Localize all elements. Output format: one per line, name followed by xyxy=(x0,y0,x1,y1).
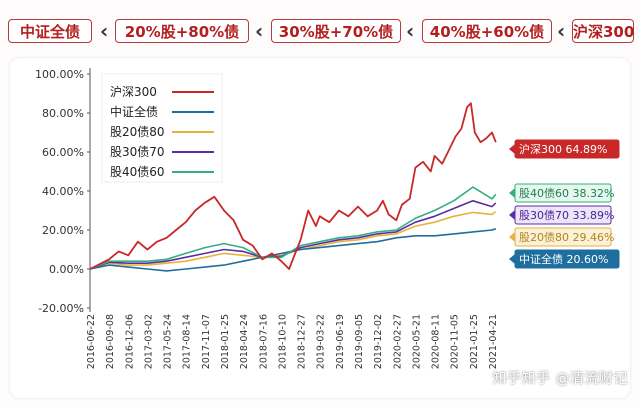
end-labels: 沪深300 64.89% 股40债60 38.32% 股30债70 33.89% 股2… xyxy=(509,139,620,269)
end-label-box-hs300 xyxy=(514,139,620,159)
series-line-s40 xyxy=(89,186,497,270)
end-label-s20: 股20债80 29.46% xyxy=(519,230,614,244)
y-tick-label: 60.00% xyxy=(42,146,84,159)
x-tick-label: 2016-09-08 xyxy=(105,314,116,369)
x-tick-label: 2019-09-05 xyxy=(354,314,365,369)
legend-label-hs300: 沪深300 xyxy=(110,85,157,99)
y-tick-label: -20.00% xyxy=(38,302,84,315)
chart-svg: 100.00% 80.00% 60.00% 40.00% 20.00% 0.00% -20.… xyxy=(35,68,620,369)
x-tick-label: 2018-12-27 xyxy=(297,314,308,369)
tab-30-stock-70-bond[interactable]: 30%股+70%债 xyxy=(271,19,401,43)
x-tick-label: 2019-12-02 xyxy=(373,314,384,369)
end-label-s40: 股40债60 38.32% xyxy=(519,186,614,200)
x-tick-label: 2021-01-25 xyxy=(469,314,480,369)
tab-20-stock-80-bond[interactable]: 20%股+80%债 xyxy=(115,19,249,43)
end-label-pointer-s20 xyxy=(509,232,515,242)
x-tick-label: 2018-04-24 xyxy=(239,314,250,369)
legend-label-bond: 中证全债 xyxy=(110,104,158,119)
end-label-bond: 中证全债 20.60% xyxy=(519,252,608,266)
y-tick-label: 80.00% xyxy=(42,107,84,120)
x-tick-label: 2019-06-19 xyxy=(335,314,346,369)
x-tick-label: 2016-06-22 xyxy=(86,314,97,369)
y-tick-label: 0.00% xyxy=(49,263,84,276)
chart-card: 100.00% 80.00% 60.00% 40.00% 20.00% 0.00% -20.… xyxy=(10,58,630,398)
end-label-s30: 股30债70 33.89% xyxy=(519,208,614,222)
x-tick-label: 2017-11-07 xyxy=(201,314,212,369)
x-tick-label: 2017-03-02 xyxy=(143,314,154,369)
tab-bar: 中证全债 ‹ 20%股+80%债 ‹ 30%股+70%债 ‹ 40%股+60%债… xyxy=(0,10,640,52)
y-axis: 100.00% 80.00% 60.00% 40.00% 20.00% 0.00% -20.… xyxy=(35,68,91,315)
tab-hs300[interactable]: 沪深300 xyxy=(572,19,634,43)
end-label-box-s30 xyxy=(514,205,612,225)
tab-bond-index[interactable]: 中证全债 xyxy=(8,19,92,43)
x-tick-label: 2021-04-21 xyxy=(488,314,499,369)
x-tick-label: 2020-08-11 xyxy=(431,314,442,369)
legend-label-s20: 股20债80 xyxy=(110,125,165,139)
end-label-pointer-s40 xyxy=(509,188,515,198)
x-tick-label: 2020-05-21 xyxy=(411,314,422,369)
tab-40-stock-60-bond[interactable]: 40%股+60%债 xyxy=(422,19,552,43)
x-tick-label: 2017-05-24 xyxy=(163,314,174,369)
y-tick-label: 20.00% xyxy=(42,224,84,237)
x-axis: 2016-06-22 2016-09-08 2016-12-06 2017-03-02… xyxy=(86,314,499,369)
x-tick-label: 2020-02-27 xyxy=(392,314,403,369)
end-label-hs300: 沪深300 64.89% xyxy=(519,142,607,156)
x-tick-label: 2018-10-10 xyxy=(277,314,288,369)
end-label-pointer-bond xyxy=(509,254,515,264)
series-line-s30 xyxy=(89,200,497,270)
y-tick-label: 40.00% xyxy=(42,185,84,198)
x-tick-label: 2019-03-22 xyxy=(316,314,327,369)
chevron-left-icon: ‹ xyxy=(557,19,566,43)
series-line-hs300 xyxy=(89,102,497,270)
end-label-pointer-s30 xyxy=(509,210,515,220)
y-tick-label: 100.00% xyxy=(35,68,84,81)
end-label-box-s40 xyxy=(514,183,612,203)
end-label-box-bond xyxy=(514,249,620,269)
x-tick-label: 2016-12-06 xyxy=(124,314,135,369)
end-label-box-s20 xyxy=(514,227,612,247)
chevron-left-icon: ‹ xyxy=(255,19,264,43)
chevron-left-icon: ‹ xyxy=(100,19,109,43)
watermark: 知乎知乎 @清流财记 xyxy=(492,371,628,387)
series-lines xyxy=(89,102,497,272)
x-tick-label: 2018-01-25 xyxy=(220,314,231,369)
x-tick-label: 2018-07-16 xyxy=(258,314,269,369)
x-tick-label: 2017-08-14 xyxy=(182,314,193,369)
series-line-bond xyxy=(89,228,497,272)
end-label-pointer-hs300 xyxy=(509,144,515,154)
legend-label-s40: 股40债60 xyxy=(110,165,165,179)
legend-label-s30: 股30债70 xyxy=(110,145,165,159)
x-tick-label: 2020-11-05 xyxy=(450,314,461,369)
chevron-left-icon: ‹ xyxy=(406,19,415,43)
